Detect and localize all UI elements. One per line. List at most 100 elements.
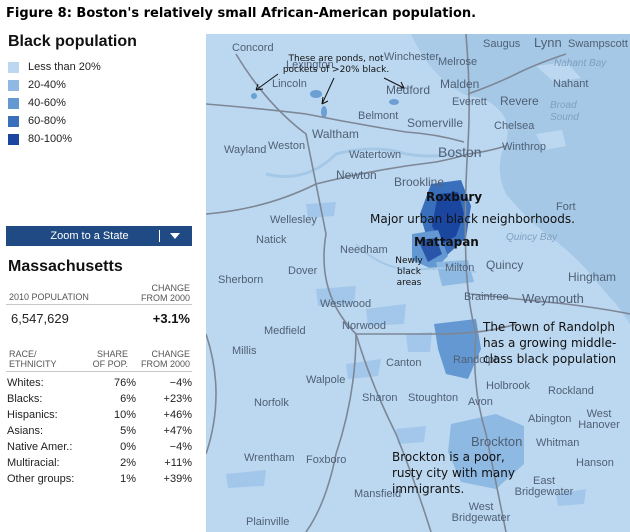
route-1a (467, 53, 567, 95)
state-name: Massachusetts (8, 258, 123, 275)
town-label: Weston (268, 140, 306, 152)
race-group-cell: Blacks: (7, 393, 43, 405)
race-share-cell: 10% (113, 409, 136, 421)
brockton-area (448, 414, 524, 489)
town-label: Concord (232, 42, 274, 54)
town-label: Winthrop (502, 141, 547, 153)
town-label: Mansfield (354, 488, 402, 500)
legend-swatch (8, 115, 19, 127)
patch (366, 304, 406, 326)
legend-label: 80-100% (28, 133, 73, 145)
major-neighborhoods-annotation: Major urban black neighborhoods. (370, 212, 575, 226)
patch (556, 489, 586, 506)
zoom-to-state-dropdown[interactable]: Zoom to a State (6, 226, 192, 246)
map-canvas (206, 34, 630, 532)
town-label: Abington (528, 413, 572, 425)
town-label: West Hanover (578, 408, 620, 431)
town-label: Somerville (407, 116, 464, 130)
town-label: Dover (288, 265, 318, 277)
route-24 (473, 333, 507, 532)
race-group-cell: Native Amer.: (7, 441, 73, 453)
population-change-value: +3.1% (152, 311, 190, 326)
race-change-cell: −4% (169, 377, 192, 389)
town-label: Plainville (246, 516, 290, 528)
table-row: Asians: 5% +47% (7, 423, 192, 439)
town-label: Lincoln (272, 78, 307, 90)
race-change-cell: +23% (163, 393, 192, 405)
town-label: Norwood (342, 320, 387, 332)
map[interactable]: Concord Lexington Lincoln Winchester Med… (206, 34, 630, 532)
table-row: Other groups: 1% +39% (7, 471, 192, 487)
town-label: Fort (556, 201, 576, 213)
legend-item: 80-100% (8, 130, 101, 148)
table-row: Native Amer.: 0% −4% (7, 439, 192, 455)
town-label: Wayland (224, 144, 267, 156)
race-change-cell: +11% (164, 457, 192, 469)
race-share-cell: 0% (120, 441, 136, 453)
land (206, 34, 630, 532)
race-share-cell: 5% (120, 425, 136, 437)
legend: Less than 20% 20-40% 40-60% 60-80% 80-100% (8, 58, 101, 148)
brockton-annotation: Brockton is a poor, rusty city with many… (392, 450, 515, 496)
legend-swatch (8, 61, 19, 73)
race-group-cell: Multiracial: (7, 457, 60, 469)
randolph-annotation: The Town of Randolph has a growing middl… (483, 320, 617, 366)
town-label: Lynn (534, 35, 562, 50)
town-label: Nahant (553, 78, 589, 90)
milton-area (436, 260, 474, 286)
race-group-cell: Asians: (7, 425, 44, 437)
town-label: Weymouth (522, 291, 584, 306)
zoom-divider (159, 230, 160, 242)
table-row: Whites: 76% −4% (7, 375, 192, 391)
race-share-cell: 2% (120, 457, 136, 469)
divider (6, 304, 192, 305)
pond (310, 90, 322, 98)
race-group-cell: Whites: (7, 377, 44, 389)
chevron-down-icon[interactable] (170, 233, 180, 239)
race-share-cell: 1% (120, 473, 136, 485)
divider (6, 371, 192, 372)
charles-river (265, 147, 462, 178)
town-label: Wellesley (270, 214, 317, 226)
town-label: Wrentham (244, 452, 295, 464)
town-label: Milton (445, 262, 475, 274)
town-label: Needham (340, 244, 388, 256)
legend-label: 40-60% (28, 97, 66, 109)
ocean (466, 34, 630, 319)
population-change-header-2: FROM 2000 (140, 293, 190, 303)
harbor-islands (536, 130, 566, 150)
ponds-annotation: These are ponds, not pockets of >20% bla… (282, 54, 390, 75)
town-label: Saugus (483, 38, 521, 50)
town-label: Boston (438, 144, 482, 160)
i-95-south (305, 333, 357, 532)
water-label: Broad Sound (550, 100, 579, 123)
town-label: Malden (440, 77, 480, 91)
race-change-cell: +39% (163, 473, 192, 485)
legend-title: Black population (8, 33, 137, 50)
race-group-cell: Hispanics: (7, 409, 58, 421)
i-90-east (467, 145, 507, 155)
table-row: Multiracial: 2% +11% (7, 455, 192, 471)
town-label: East Bridgewater (514, 475, 574, 498)
annotation-arrows (255, 73, 405, 105)
patch (316, 286, 356, 306)
water-label: Nahant Bay (554, 58, 607, 69)
highways (206, 34, 630, 532)
town-label: Melrose (438, 56, 478, 68)
town-label: Brockton (471, 434, 523, 449)
table-row: Hispanics: 10% +46% (7, 407, 192, 423)
town-label: Waltham (312, 127, 359, 141)
town-label: Watertown (349, 149, 402, 161)
nahant-peninsula (536, 62, 581, 82)
route-1 (355, 333, 432, 532)
town-label: Lexington (286, 59, 334, 71)
patch (406, 332, 432, 352)
race-change-cell: +46% (163, 409, 192, 421)
pond (389, 99, 399, 105)
race-share-cell: 6% (120, 393, 136, 405)
town-label: Hingham (568, 270, 617, 284)
town-label: Everett (452, 96, 487, 108)
population-label: 2010 POPULATION (9, 292, 89, 302)
race-header-1: RACE/ (9, 349, 37, 359)
town-label: Chelsea (494, 120, 535, 132)
